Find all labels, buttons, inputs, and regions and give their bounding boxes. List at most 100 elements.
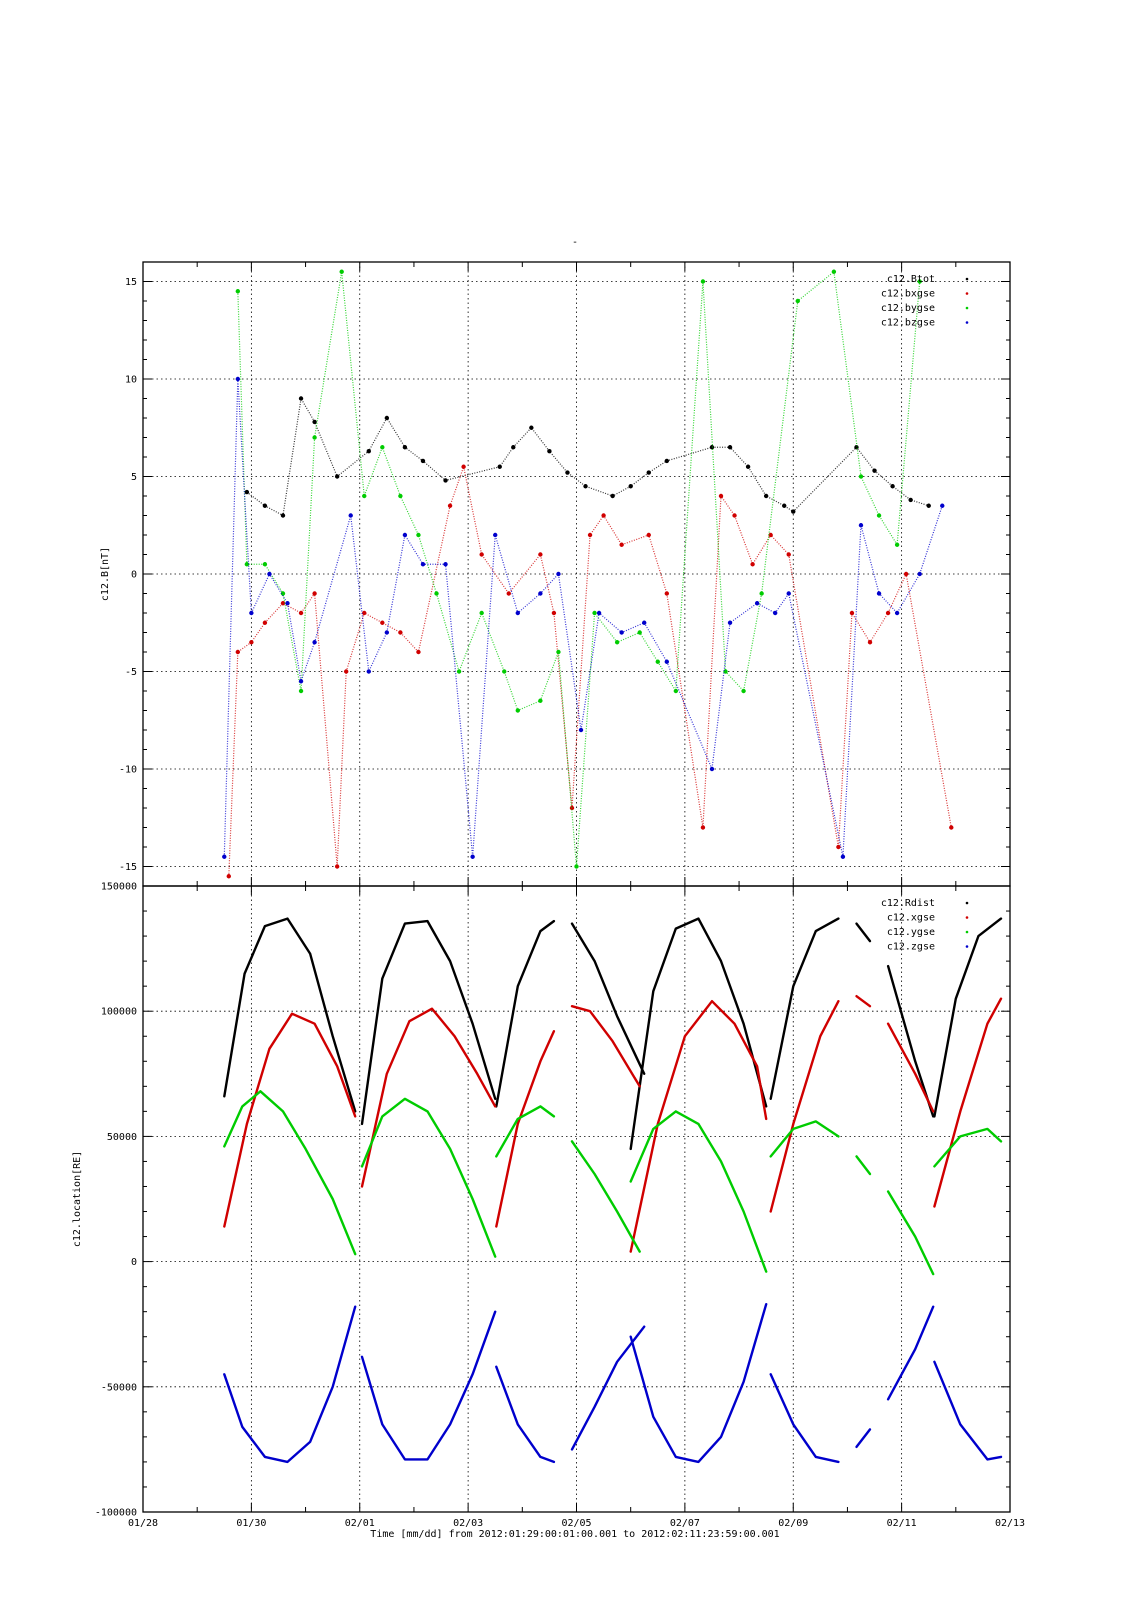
series-line-segment xyxy=(223,1012,357,1228)
data-point xyxy=(849,610,855,616)
data-point xyxy=(759,591,764,596)
y-tick-label: 10 xyxy=(125,375,137,386)
data-point xyxy=(538,552,543,557)
plot-frame xyxy=(142,885,1011,1513)
series-line-segment xyxy=(570,1140,641,1253)
data-point xyxy=(538,591,543,596)
legend-marker xyxy=(965,901,969,905)
data-point xyxy=(339,269,344,274)
data-point xyxy=(926,503,931,508)
series-line-segment xyxy=(495,1105,556,1158)
data-point xyxy=(312,591,317,596)
data-point xyxy=(280,601,286,606)
data-point xyxy=(362,610,367,616)
data-point xyxy=(664,591,670,596)
x-tick-label: 02/03 xyxy=(453,1518,483,1529)
series-line-segment xyxy=(886,1190,935,1276)
y-tick-label: 5 xyxy=(131,472,137,483)
data-point xyxy=(402,532,408,538)
data-point xyxy=(262,620,268,625)
data-point xyxy=(917,571,922,577)
legend-marker xyxy=(965,930,969,934)
y-tick-label: 150000 xyxy=(101,882,137,893)
data-point xyxy=(285,601,290,606)
series-trace xyxy=(223,378,943,857)
data-point xyxy=(235,649,241,655)
data-point xyxy=(249,610,254,616)
legend-label: c12.xgse xyxy=(887,913,935,924)
data-point xyxy=(840,854,846,859)
data-point xyxy=(366,669,371,674)
data-point xyxy=(267,571,272,577)
data-point xyxy=(334,864,340,869)
data-point xyxy=(867,640,873,645)
data-point xyxy=(587,532,593,538)
legend-marker xyxy=(965,306,969,310)
data-point xyxy=(244,562,250,567)
x-tick-label: 01/30 xyxy=(236,1518,266,1529)
legend-label: c12.Rdist xyxy=(881,898,935,909)
data-point xyxy=(398,630,403,635)
series-line-segment xyxy=(360,1007,497,1188)
data-point xyxy=(782,503,787,508)
data-point xyxy=(709,766,715,772)
data-point xyxy=(456,669,462,674)
data-point xyxy=(443,478,448,483)
data-point xyxy=(831,269,837,274)
data-point xyxy=(384,415,390,421)
series-line-segment xyxy=(360,919,497,1126)
data-point xyxy=(795,298,800,304)
data-point xyxy=(298,610,304,616)
data-point xyxy=(380,445,385,450)
data-point xyxy=(565,470,570,475)
data-point xyxy=(673,688,679,694)
data-point xyxy=(298,688,304,694)
data-point xyxy=(890,484,895,489)
legend-marker xyxy=(965,292,969,295)
data-point xyxy=(858,474,864,479)
data-point xyxy=(362,493,367,499)
legend-marker xyxy=(965,321,969,324)
y-axis-label: c12.location[RE] xyxy=(72,1151,83,1247)
data-point xyxy=(280,591,286,596)
data-point xyxy=(791,509,796,514)
series-line-segment xyxy=(495,1029,556,1228)
y-tick-label: -50000 xyxy=(101,1382,137,1393)
series-line-segment xyxy=(933,997,1003,1208)
data-point xyxy=(750,562,755,567)
series-line-segment xyxy=(855,995,872,1008)
series-line-segment xyxy=(855,922,872,943)
data-point xyxy=(398,493,403,499)
data-point xyxy=(529,425,534,430)
data-point xyxy=(894,610,900,616)
series-c12.bygse xyxy=(235,269,922,869)
y-tick-label: -15 xyxy=(119,862,137,873)
data-point xyxy=(312,435,317,440)
data-point xyxy=(420,562,426,567)
x-tick-label: 02/07 xyxy=(670,1518,700,1529)
y-tick-label: 100000 xyxy=(101,1007,137,1018)
data-point xyxy=(772,610,778,616)
data-point xyxy=(402,445,408,450)
data-point xyxy=(655,659,660,664)
data-point xyxy=(610,493,615,499)
data-point xyxy=(646,470,651,475)
data-point xyxy=(592,610,597,616)
x-tick-label: 02/05 xyxy=(561,1518,591,1529)
legend-marker xyxy=(965,916,969,919)
data-point xyxy=(312,640,317,645)
series-line-segment xyxy=(855,1428,872,1449)
x-axis-label: Time [mm/dd] from 2012:01:29:00:01:00.00… xyxy=(370,1529,779,1540)
data-point xyxy=(574,864,579,869)
data-point xyxy=(348,513,353,518)
x-tick-label: 01/28 xyxy=(128,1518,158,1529)
x-tick-label: 02/01 xyxy=(345,1518,375,1529)
plot-area xyxy=(223,917,1003,1464)
series-c12.ygse xyxy=(223,1090,1003,1276)
data-point xyxy=(515,708,520,713)
data-point xyxy=(420,458,426,464)
series-c12.bzgse xyxy=(222,376,945,859)
data-point xyxy=(235,289,241,294)
